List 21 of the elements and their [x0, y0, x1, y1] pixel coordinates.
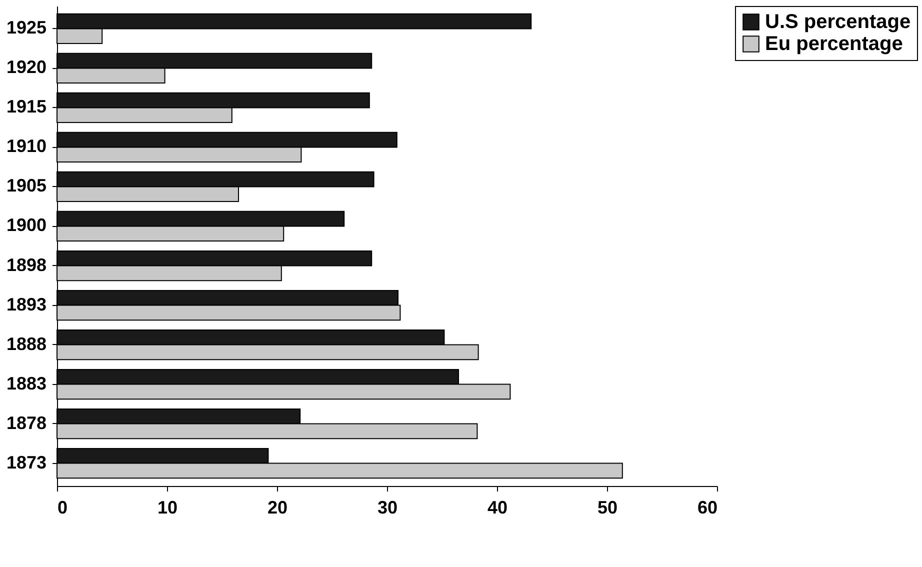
legend-label: U.S percentage: [765, 11, 911, 33]
y-tick-label: 1925: [6, 18, 46, 38]
x-tick-label: 0: [58, 498, 68, 518]
y-tick-label: 1888: [6, 334, 46, 354]
y-tick-label: 1873: [6, 452, 46, 472]
x-tick-label: 10: [157, 498, 178, 518]
y-tick-label: 1893: [6, 294, 46, 314]
y-tick-label: 1920: [6, 57, 46, 78]
y-tick-label: 1915: [6, 96, 46, 117]
y-tick-label: 1910: [6, 136, 46, 156]
y-tick-label: 1898: [6, 254, 46, 275]
y-tick-label: 1905: [6, 176, 46, 196]
y-tick-label: 1883: [6, 373, 46, 394]
x-tick-label: 40: [487, 498, 508, 518]
x-tick-label: 30: [377, 498, 398, 518]
legend-label: Eu percentage: [765, 33, 903, 55]
x-tick-label: 50: [597, 498, 618, 518]
x-tick-label: 60: [697, 498, 718, 518]
x-tick-label: 20: [267, 498, 288, 518]
y-tick-label: 1878: [6, 412, 46, 433]
y-tick-label: 1900: [6, 215, 46, 236]
